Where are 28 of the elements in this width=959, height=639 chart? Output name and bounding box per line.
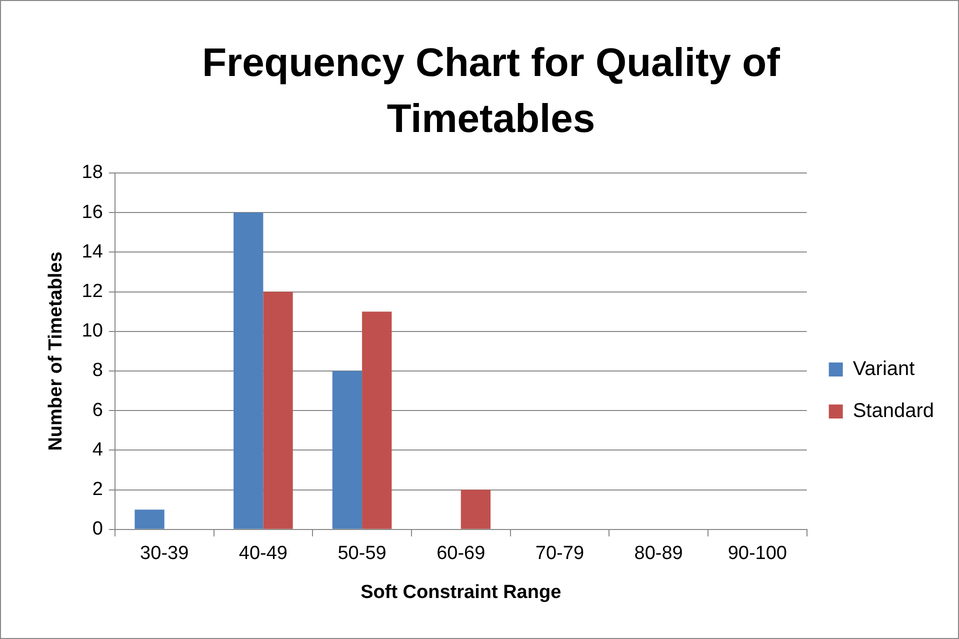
bar [332,371,362,529]
y-tick-label: 6 [92,400,103,421]
bar [234,212,264,529]
x-tick-label: 80-89 [634,543,683,564]
y-tick-label: 8 [92,360,103,382]
x-tick-label: 90-100 [728,543,787,564]
x-tick-label: 40-49 [238,543,288,564]
y-tick-label: 2 [92,479,103,500]
y-tick-label: 4 [92,439,104,460]
y-tick-label: 0 [92,518,103,540]
legend-label: Standard [852,400,934,422]
y-tick-label: 14 [82,241,104,262]
bar [460,490,491,529]
bar [362,312,392,529]
bar [263,292,293,529]
x-tick-label: 60-69 [436,543,486,564]
chart-title: Frequency Chart for Quality of Timetables [201,40,781,143]
legend-label: Variant [852,358,916,380]
bar [134,510,164,529]
y-axis-title: Number of Timetables [46,252,67,451]
y-tick-label: 10 [82,320,103,342]
y-tick-label: 12 [82,281,103,302]
x-axis-title: Soft Constraint Range [360,582,562,603]
y-tick-label: 16 [82,202,103,223]
y-tick-label: 18 [82,162,103,184]
x-tick-label: 50-59 [338,543,386,564]
x-tick-label: 70-79 [535,543,584,564]
x-tick-label: 30-39 [140,543,189,564]
